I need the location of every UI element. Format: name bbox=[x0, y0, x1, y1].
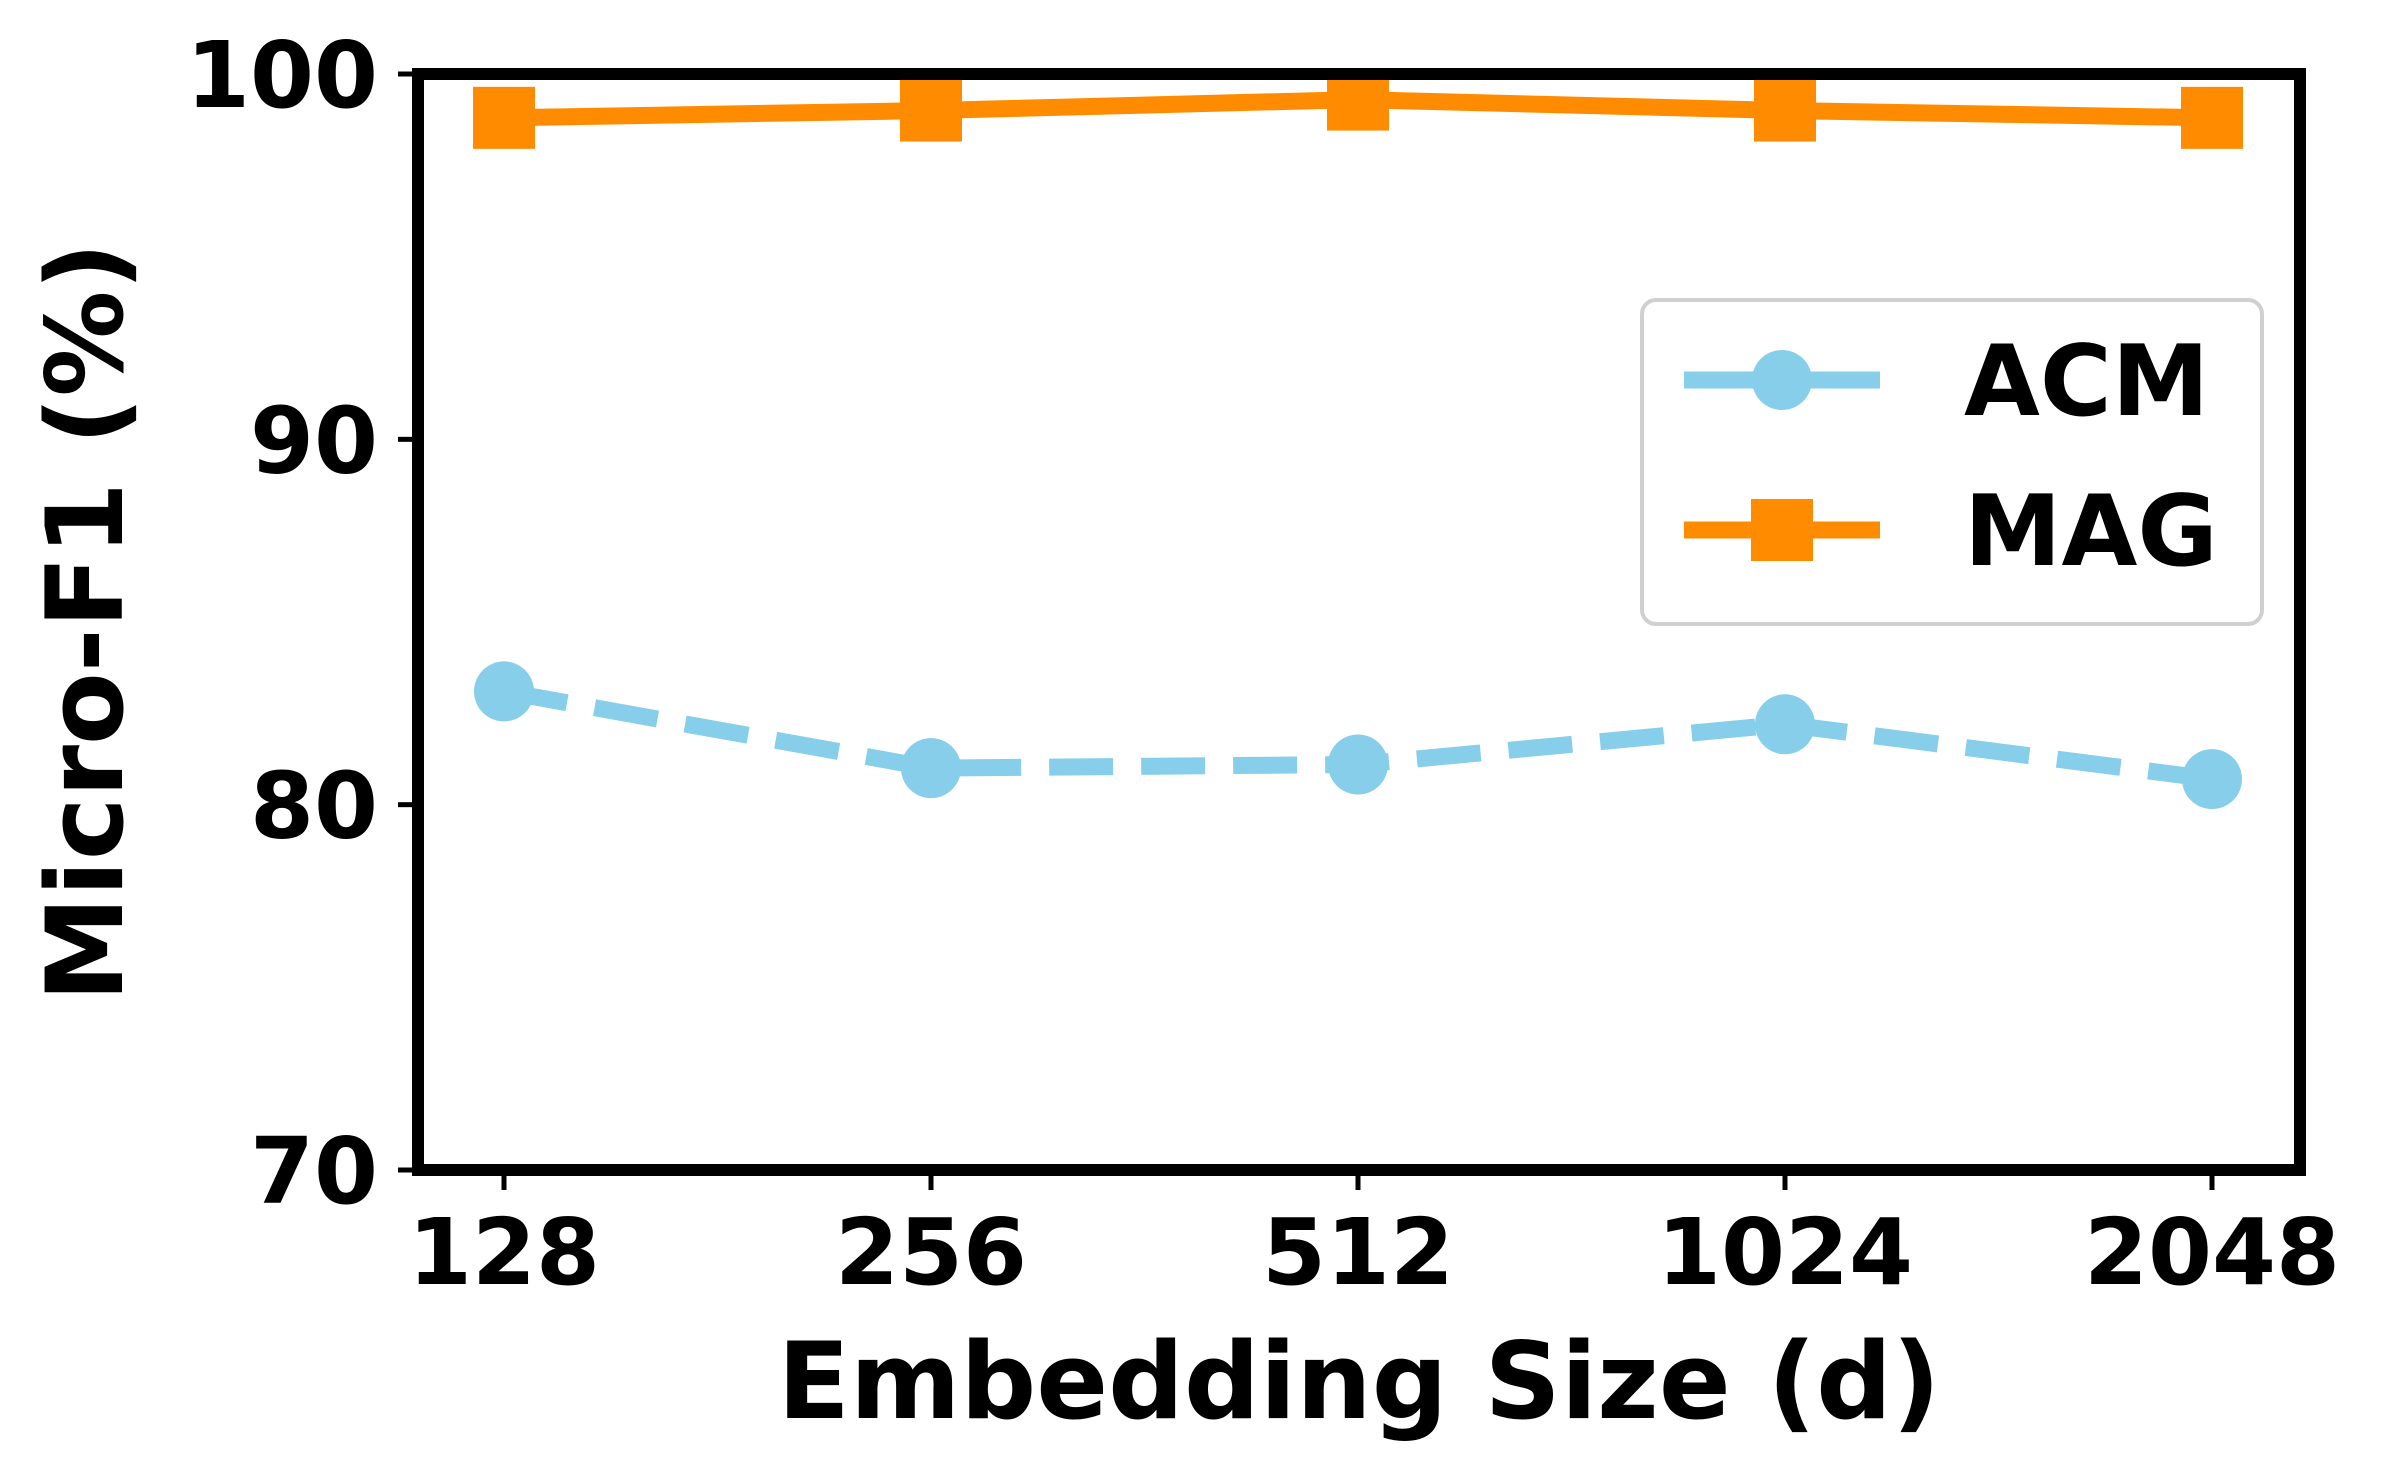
x-tick-label: 512 bbox=[1262, 1199, 1454, 1306]
legend-marker-acm bbox=[1752, 350, 1812, 410]
y-tick-label: 80 bbox=[250, 753, 378, 860]
legend-marker-mag bbox=[1751, 499, 1813, 561]
x-tick-label: 1024 bbox=[1657, 1199, 1913, 1306]
x-axis: 128 256 512 1024 2048 bbox=[408, 1176, 2340, 1306]
data-point-acm bbox=[2182, 749, 2242, 810]
data-point-mag bbox=[900, 79, 962, 142]
y-tick-label: 100 bbox=[186, 22, 378, 129]
legend: ACM MAG bbox=[1640, 298, 2264, 626]
data-point-mag bbox=[1754, 79, 1816, 142]
plot-frame bbox=[412, 68, 2306, 1176]
y-axis-title: Micro-F1 (%) bbox=[24, 242, 147, 1002]
data-point-mag bbox=[2181, 86, 2243, 149]
series-layer bbox=[473, 68, 2243, 810]
data-point-mag bbox=[473, 86, 535, 149]
y-tick-label: 70 bbox=[250, 1118, 378, 1225]
y-tick-label: 90 bbox=[250, 387, 378, 494]
x-axis-title: Embedding Size (d) bbox=[778, 1320, 1941, 1443]
x-tick-label: 128 bbox=[408, 1199, 600, 1306]
data-point-acm bbox=[1755, 694, 1815, 755]
legend-items: ACM MAG bbox=[1684, 325, 2218, 589]
legend-label-acm: ACM bbox=[1964, 325, 2209, 439]
x-tick-label: 256 bbox=[835, 1199, 1027, 1306]
data-point-acm bbox=[1328, 734, 1388, 795]
data-point-acm bbox=[474, 661, 534, 722]
y-axis: 70 80 90 100 bbox=[186, 22, 412, 1225]
x-tick-label: 2048 bbox=[2084, 1199, 2340, 1306]
data-point-acm bbox=[901, 738, 961, 799]
legend-label-mag: MAG bbox=[1964, 475, 2218, 589]
